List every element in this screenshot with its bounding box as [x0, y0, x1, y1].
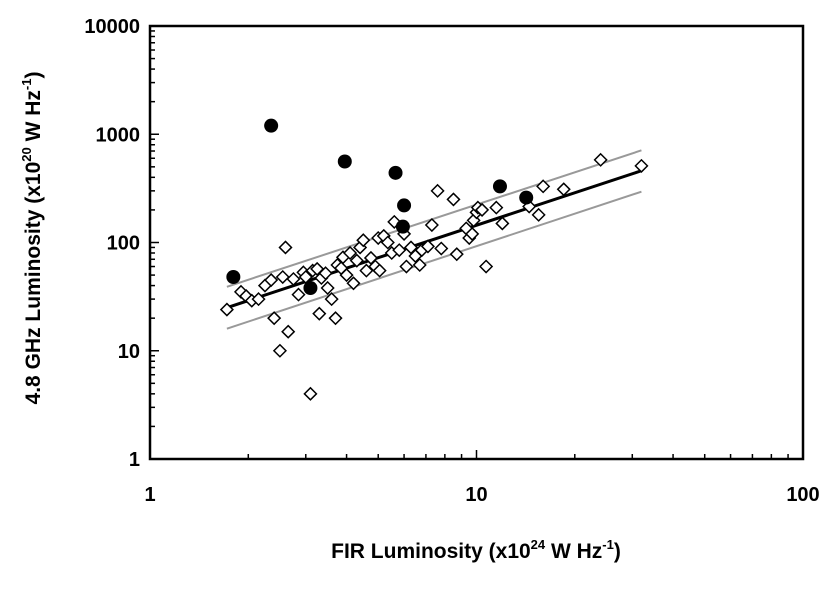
y-tick-label: 1	[129, 449, 140, 471]
circle-point	[492, 179, 507, 194]
diamond-point	[303, 386, 318, 401]
diamond-point	[291, 287, 306, 302]
axes	[148, 24, 805, 461]
fit-lines	[226, 149, 642, 330]
x-axis-title: FIR Luminosity (x1024 W Hz-1)	[331, 537, 621, 563]
diamond-point	[531, 207, 546, 222]
y-axis-title: 4.8 GHz Luminosity (x1020 W Hz-1)	[19, 72, 45, 405]
circle-point	[264, 118, 279, 133]
circle-point	[337, 154, 352, 169]
diamond-point	[556, 182, 571, 197]
diamond-point	[380, 235, 395, 250]
x-tick-label: 10	[465, 484, 487, 506]
diamond-point	[495, 216, 510, 231]
diamond-point	[392, 243, 407, 258]
range-line	[226, 190, 642, 330]
y-tick-label: 10000	[84, 16, 140, 38]
diamond-point	[346, 276, 361, 291]
diamond-point	[465, 226, 480, 241]
tick-labels: 1 10 100 1000 10000 1 10 100	[84, 16, 819, 506]
circle-point	[303, 280, 318, 295]
diamond-point	[312, 306, 327, 321]
diamond-point	[281, 324, 296, 339]
diamond-point	[420, 239, 435, 254]
diamond-point	[267, 311, 282, 326]
diamond-point	[343, 245, 358, 261]
diamond-point	[318, 266, 333, 281]
diamond-point	[278, 240, 293, 255]
diamond-point	[430, 183, 445, 198]
plot-frame	[148, 24, 805, 461]
circle-point	[395, 219, 410, 234]
diamond-point	[434, 241, 449, 256]
diamond-point	[536, 179, 551, 194]
diamond-point	[275, 269, 290, 285]
diamond-point	[424, 217, 439, 233]
circle-point	[388, 165, 403, 180]
diamond-point	[489, 200, 504, 215]
circle-point	[397, 198, 412, 213]
diamond-point	[446, 192, 461, 207]
circle-point	[226, 270, 241, 285]
x-tick-label: 1	[144, 484, 155, 506]
diamond-point	[264, 272, 279, 288]
diamond-point	[349, 253, 364, 268]
diamond-point	[320, 280, 335, 296]
x-tick-label: 100	[786, 484, 819, 506]
diamond-point	[286, 271, 301, 287]
best-fit-line	[226, 169, 642, 310]
diamond-point	[251, 292, 266, 307]
diamond-point	[399, 259, 414, 274]
diamond-point	[449, 247, 464, 262]
diamond-point	[339, 268, 354, 283]
diamond-point	[479, 259, 494, 274]
diamond-point	[593, 152, 608, 167]
diamond-point	[356, 233, 371, 248]
diamond-point	[219, 302, 234, 317]
range-line	[226, 149, 642, 288]
y-tick-label: 100	[107, 233, 140, 255]
y-tick-label: 1000	[96, 124, 141, 146]
diamond-point	[372, 263, 387, 278]
diamond-point	[475, 202, 490, 217]
diamond-point	[412, 257, 427, 273]
diamond-point	[324, 292, 339, 307]
diamond-point	[634, 158, 649, 173]
data-points	[219, 118, 649, 401]
y-tick-label: 10	[118, 341, 140, 363]
diamond-point	[328, 311, 343, 326]
diamond-point	[272, 343, 287, 358]
circle-point	[519, 190, 534, 205]
